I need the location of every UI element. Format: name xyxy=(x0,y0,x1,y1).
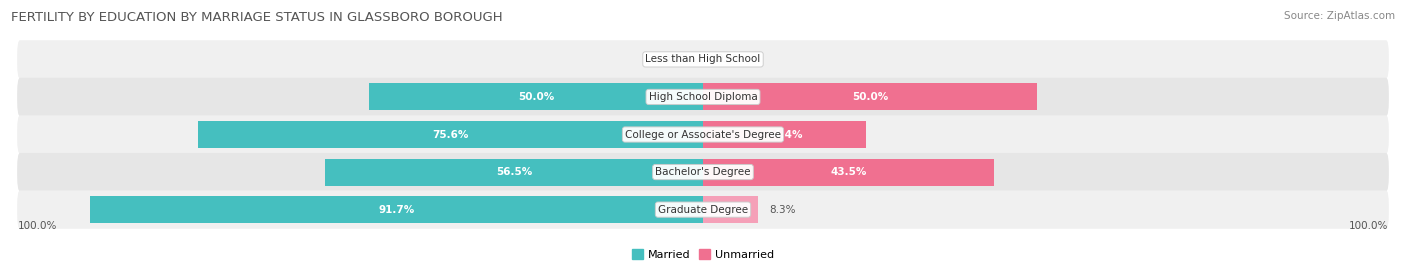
Text: 100.0%: 100.0% xyxy=(17,221,56,231)
Bar xyxy=(325,158,703,186)
Text: 100.0%: 100.0% xyxy=(1350,221,1389,231)
Legend: Married, Unmarried: Married, Unmarried xyxy=(627,245,779,264)
Bar xyxy=(703,121,866,148)
FancyBboxPatch shape xyxy=(17,153,1389,191)
Bar xyxy=(368,83,703,111)
FancyBboxPatch shape xyxy=(17,40,1389,79)
Text: Graduate Degree: Graduate Degree xyxy=(658,205,748,215)
FancyBboxPatch shape xyxy=(17,78,1389,116)
Text: 50.0%: 50.0% xyxy=(852,92,889,102)
Bar xyxy=(703,83,1038,111)
Text: Source: ZipAtlas.com: Source: ZipAtlas.com xyxy=(1284,11,1395,21)
Text: College or Associate's Degree: College or Associate's Degree xyxy=(626,129,780,140)
Text: 56.5%: 56.5% xyxy=(496,167,533,177)
Text: 75.6%: 75.6% xyxy=(432,129,468,140)
FancyBboxPatch shape xyxy=(17,115,1389,154)
Text: 8.3%: 8.3% xyxy=(769,205,796,215)
Text: 0.0%: 0.0% xyxy=(717,54,742,64)
Bar xyxy=(703,158,994,186)
Text: High School Diploma: High School Diploma xyxy=(648,92,758,102)
Text: Bachelor's Degree: Bachelor's Degree xyxy=(655,167,751,177)
Text: 50.0%: 50.0% xyxy=(517,92,554,102)
Text: 91.7%: 91.7% xyxy=(378,205,415,215)
Bar xyxy=(703,196,758,223)
Text: 0.0%: 0.0% xyxy=(664,54,689,64)
Text: FERTILITY BY EDUCATION BY MARRIAGE STATUS IN GLASSBORO BOROUGH: FERTILITY BY EDUCATION BY MARRIAGE STATU… xyxy=(11,11,503,24)
Text: 24.4%: 24.4% xyxy=(766,129,803,140)
Bar xyxy=(198,121,703,148)
Bar xyxy=(90,196,703,223)
FancyBboxPatch shape xyxy=(17,190,1389,229)
Text: Less than High School: Less than High School xyxy=(645,54,761,64)
Text: 43.5%: 43.5% xyxy=(830,167,866,177)
